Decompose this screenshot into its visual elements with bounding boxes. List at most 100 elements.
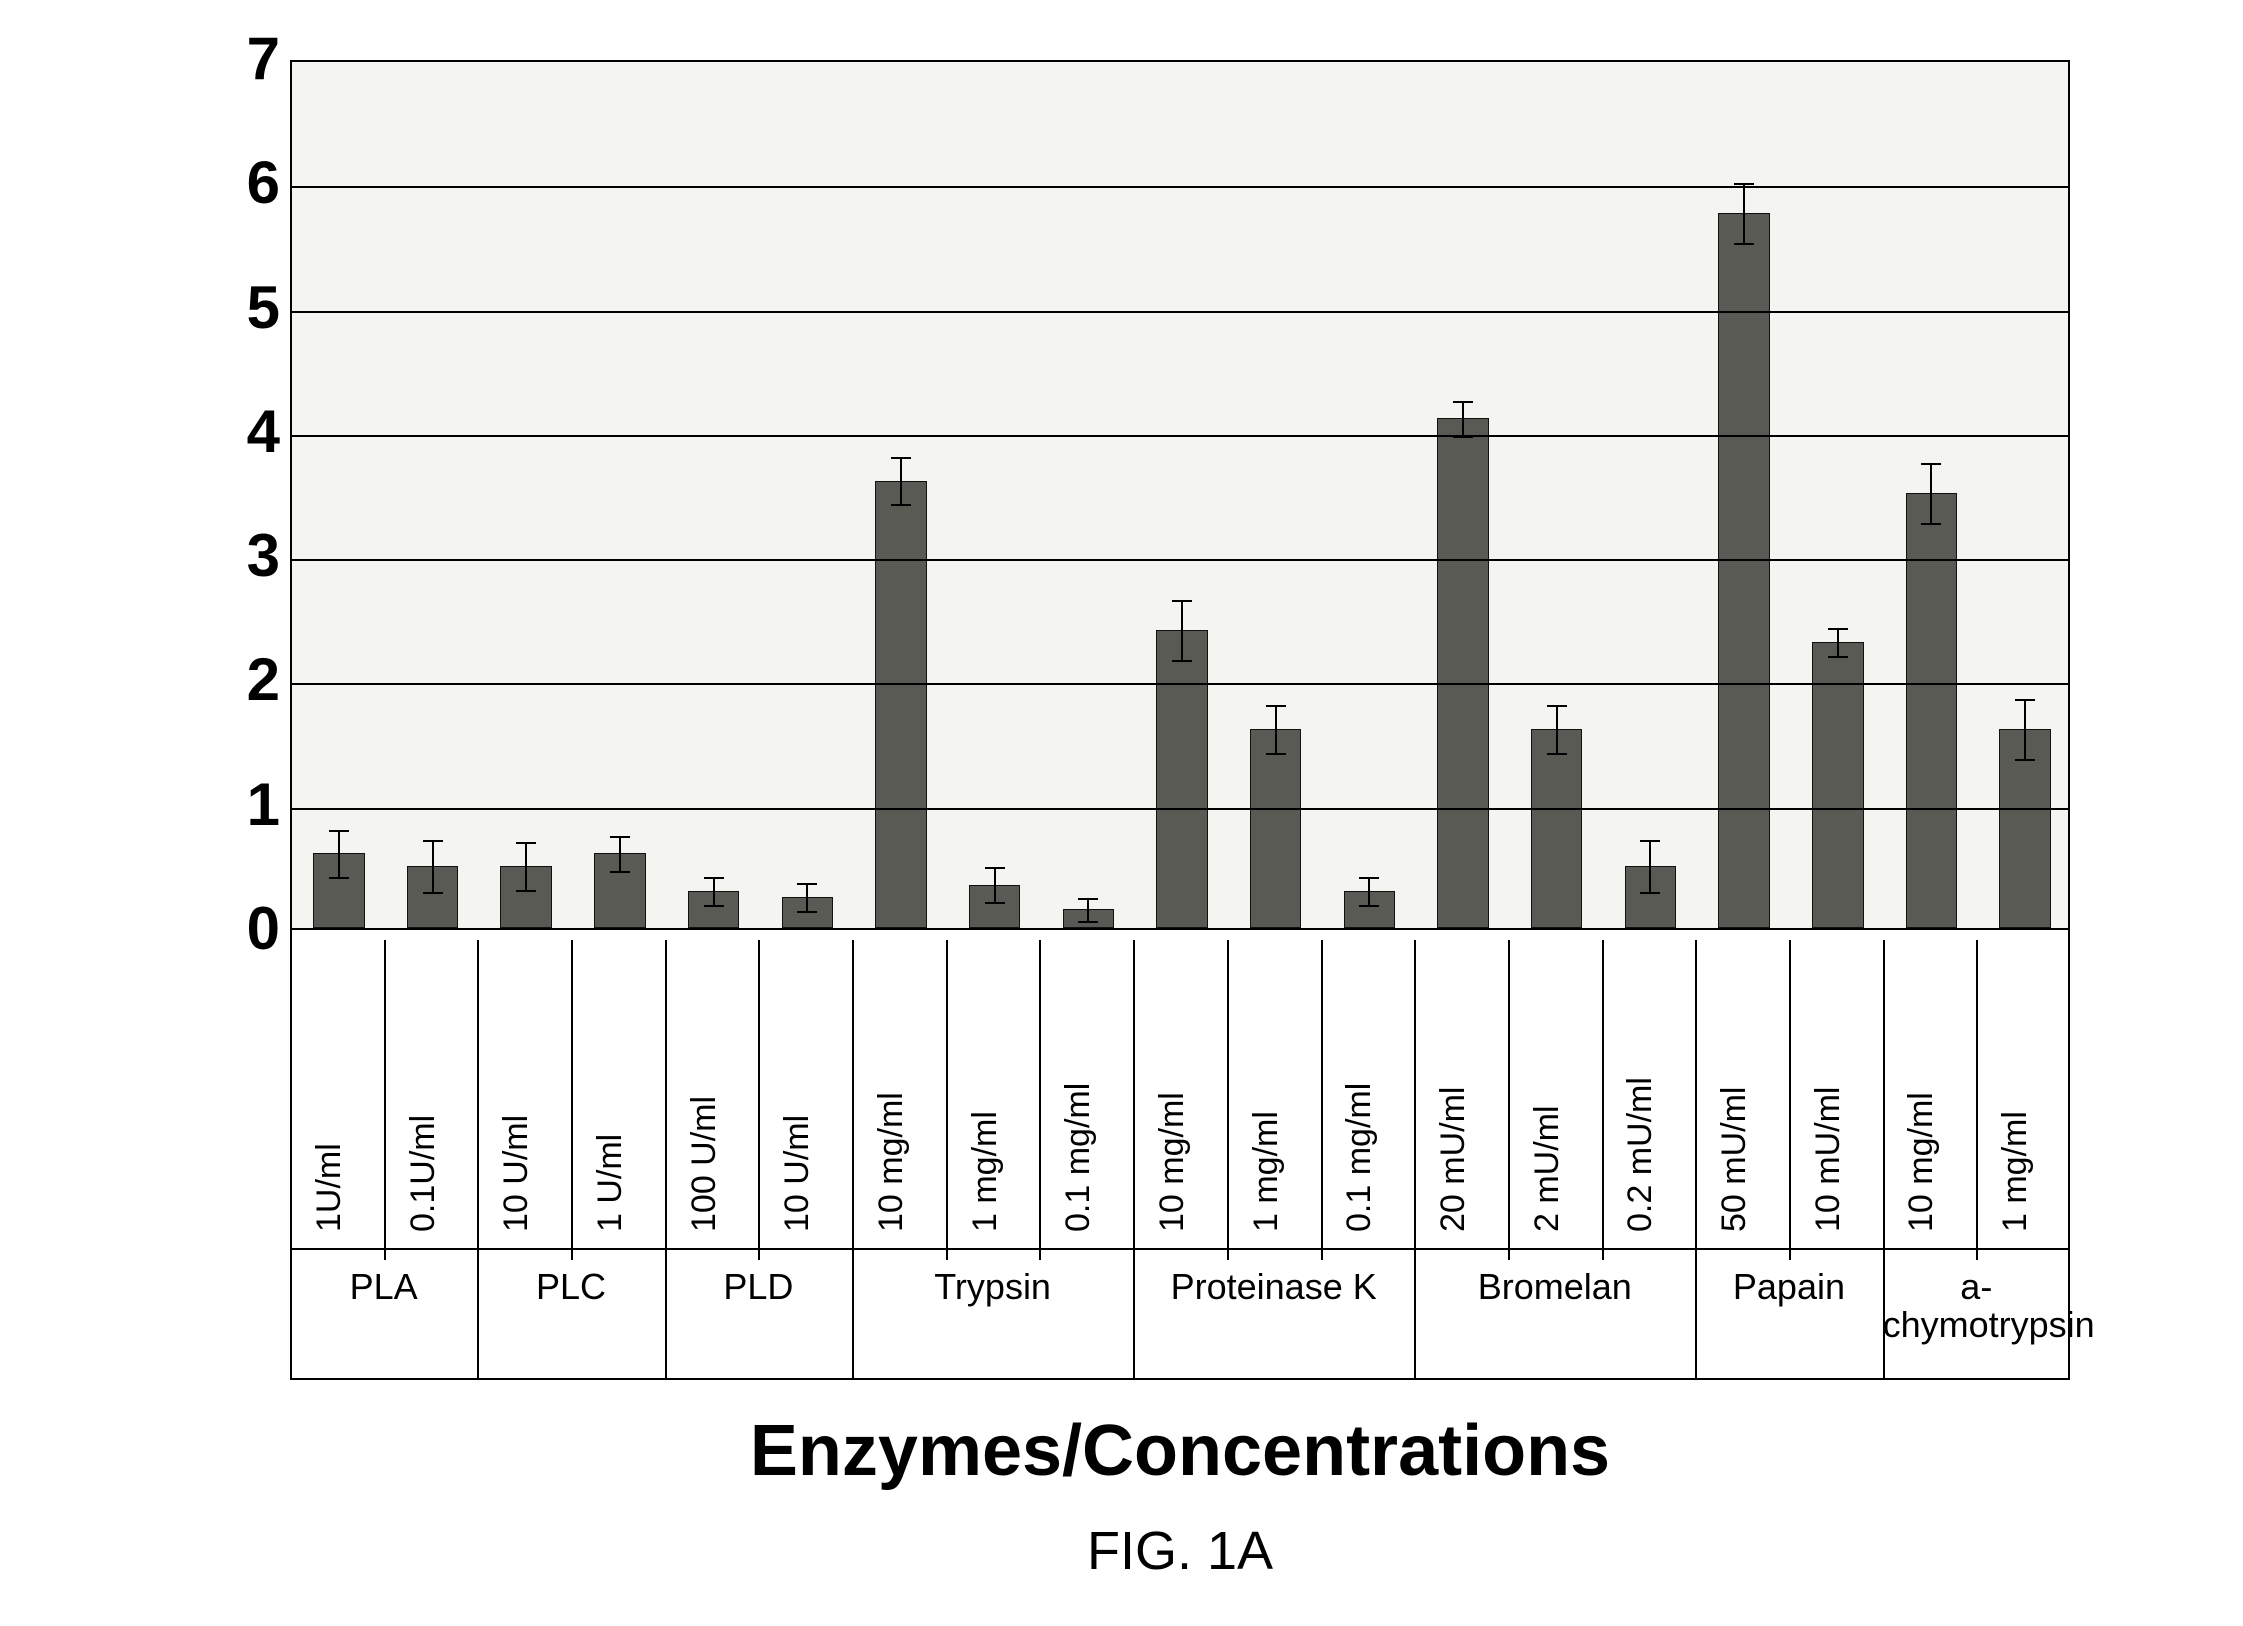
concentration-label: 1U/ml (310, 1143, 349, 1232)
error-bar (806, 883, 808, 913)
bar (594, 853, 646, 928)
tier1-separator (1789, 940, 1791, 1260)
group-separator (1414, 940, 1416, 1260)
error-bar (713, 877, 715, 907)
concentration-label: 10 mU/ml (1809, 1087, 1848, 1232)
concentration-label: 50 mU/ml (1715, 1087, 1754, 1232)
gridline (292, 435, 2068, 437)
x-axis-label: Enzymes/Concentrations (290, 1410, 2070, 1492)
bar (969, 885, 1021, 929)
bar (1063, 909, 1115, 928)
bar (688, 891, 740, 928)
y-tick-label: 3 (220, 521, 280, 590)
gridline (292, 186, 2068, 188)
concentration-label: 1 U/ml (591, 1134, 630, 1232)
group-separator (1133, 940, 1135, 1260)
enzyme-label: PLA (290, 1268, 477, 1306)
concentration-label: 10 U/ml (778, 1115, 817, 1232)
y-tick-label: 2 (220, 645, 280, 714)
error-bar (1930, 463, 1932, 525)
bar (1625, 866, 1677, 928)
error-bar (900, 457, 902, 507)
enzyme-label: Trypsin (852, 1268, 1133, 1306)
tier1-separator (1227, 940, 1229, 1260)
group-separator (1695, 1250, 1697, 1380)
concentration-labels: 1U/ml 0.1U/ml 10 U/ml 1 U/ml 100 U/ml 10 U/ml… (290, 940, 2070, 1240)
error-bar (1743, 183, 1745, 245)
bar (500, 866, 552, 928)
error-bar (1462, 401, 1464, 438)
concentration-label: 10 U/ml (497, 1115, 536, 1232)
concentration-label: 10 mg/ml (1902, 1092, 1941, 1232)
error-bar (1368, 877, 1370, 907)
group-separator (1883, 1250, 1885, 1380)
bar (407, 866, 459, 928)
error-bar (619, 836, 621, 873)
concentration-label: 100 U/ml (685, 1096, 724, 1232)
error-bar (1087, 898, 1089, 923)
concentration-label: 1 mg/ml (1996, 1111, 2035, 1232)
enzyme-label: PLD (665, 1268, 852, 1306)
tier1-separator (1321, 940, 1323, 1260)
error-bar (525, 842, 527, 892)
error-bar (1649, 840, 1651, 895)
concentration-label: 0.1 mg/ml (1059, 1083, 1098, 1232)
y-tick-label: 6 (220, 148, 280, 217)
y-tick-label: 0 (220, 894, 280, 963)
error-bar (338, 830, 340, 880)
tier1-separator (571, 940, 573, 1260)
bar (782, 897, 834, 928)
bar-chart: Log Unit Inhibition 01234567 1U/ml0.1U/m… (120, 60, 2120, 1520)
group-separator (852, 940, 854, 1260)
group-separator (1695, 940, 1697, 1260)
gridline (292, 311, 2068, 313)
gridline (292, 683, 2068, 685)
y-tick-label: 1 (220, 770, 280, 839)
concentration-label: 1 mg/ml (1247, 1111, 1286, 1232)
y-tick-label: 7 (220, 24, 280, 93)
bar (1437, 418, 1489, 928)
y-tick-label: 4 (220, 397, 280, 466)
y-axis-label: Log Unit Inhibition (80, 0, 158, 120)
bar (1250, 729, 1302, 928)
bar (1531, 729, 1583, 928)
error-bar (1275, 705, 1277, 755)
enzyme-label: Proteinase K (1133, 1268, 1414, 1306)
concentration-label: 0.2 mU/ml (1621, 1077, 1660, 1232)
error-bar (432, 840, 434, 895)
bar (313, 853, 365, 928)
tier1-separator (1976, 940, 1978, 1260)
group-separator (1133, 1250, 1135, 1380)
error-bar (1181, 600, 1183, 662)
group-separator (665, 940, 667, 1260)
tier1-separator (1508, 940, 1510, 1260)
bar (1718, 213, 1770, 928)
figure-caption: FIG. 1A (290, 1520, 2070, 1582)
concentration-label: 10 mg/ml (872, 1092, 911, 1232)
group-separator (1883, 940, 1885, 1260)
tier1-separator (1039, 940, 1041, 1260)
group-separator (1414, 1250, 1416, 1380)
enzyme-label: a-chymotrypsin (1883, 1268, 2070, 1344)
tier1-separator (946, 940, 948, 1260)
group-separator (477, 940, 479, 1260)
group-separator (477, 1250, 479, 1380)
concentration-label: 0.1U/ml (404, 1115, 443, 1232)
bar (1156, 630, 1208, 928)
bar (1999, 729, 2051, 928)
gridline (292, 808, 2068, 810)
error-bar (994, 867, 996, 904)
group-separator (665, 1250, 667, 1380)
concentration-label: 1 mg/ml (966, 1111, 1005, 1232)
tier1-separator (758, 940, 760, 1260)
group-separator (852, 1250, 854, 1380)
gridline (292, 559, 2068, 561)
tier1-separator (384, 940, 386, 1260)
error-bar (1837, 628, 1839, 658)
tier1-separator (1602, 940, 1604, 1260)
plot-area (290, 60, 2070, 930)
error-bar (2024, 699, 2026, 761)
y-tick-label: 5 (220, 273, 280, 342)
bar (875, 481, 927, 928)
enzyme-label: Bromelan (1414, 1268, 1695, 1306)
